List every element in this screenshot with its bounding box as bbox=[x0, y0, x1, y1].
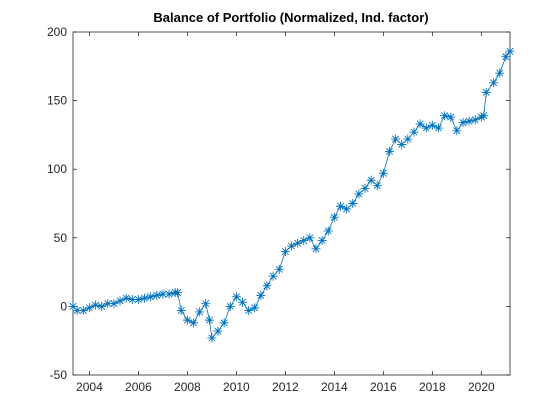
marker bbox=[305, 233, 315, 243]
marker bbox=[464, 116, 474, 126]
marker bbox=[446, 112, 456, 122]
marker bbox=[329, 212, 339, 222]
marker bbox=[470, 115, 480, 125]
marker bbox=[121, 293, 131, 303]
x-tick-label: 2020 bbox=[468, 380, 495, 394]
marker bbox=[256, 290, 266, 300]
marker bbox=[311, 244, 321, 254]
marker bbox=[97, 301, 107, 311]
marker bbox=[244, 306, 254, 316]
marker bbox=[268, 271, 278, 281]
marker bbox=[84, 303, 94, 313]
marker bbox=[152, 290, 162, 300]
marker bbox=[458, 118, 468, 128]
marker bbox=[433, 123, 443, 133]
marker bbox=[127, 295, 137, 305]
marker bbox=[207, 333, 217, 343]
marker bbox=[409, 127, 419, 137]
marker bbox=[140, 293, 150, 303]
marker bbox=[299, 236, 309, 246]
marker bbox=[505, 46, 515, 56]
marker bbox=[176, 306, 186, 316]
chart-title: Balance of Portfolio (Normalized, Ind. f… bbox=[153, 10, 428, 25]
marker bbox=[173, 288, 183, 298]
marker bbox=[342, 204, 352, 214]
marker bbox=[354, 189, 364, 199]
x-tick-label: 2006 bbox=[125, 380, 152, 394]
marker bbox=[250, 303, 260, 313]
x-tick-label: 2010 bbox=[223, 380, 250, 394]
marker bbox=[495, 68, 505, 78]
marker bbox=[366, 175, 376, 185]
marker bbox=[182, 315, 192, 325]
marker bbox=[219, 318, 229, 328]
marker bbox=[293, 238, 303, 248]
marker bbox=[323, 226, 333, 236]
marker bbox=[158, 289, 168, 299]
marker bbox=[103, 299, 113, 309]
marker bbox=[225, 301, 235, 311]
y-tick-label: 50 bbox=[54, 231, 68, 245]
marker bbox=[348, 199, 358, 208]
y-tick-label: -50 bbox=[50, 368, 68, 382]
marker bbox=[378, 168, 388, 178]
marker bbox=[452, 126, 462, 136]
x-tick-label: 2008 bbox=[174, 380, 201, 394]
marker bbox=[384, 146, 394, 156]
x-tick-label: 2012 bbox=[272, 380, 299, 394]
marker bbox=[335, 201, 345, 211]
marker bbox=[476, 112, 486, 122]
marker bbox=[238, 297, 248, 307]
marker bbox=[72, 306, 82, 316]
x-tick-label: 2016 bbox=[370, 380, 397, 394]
marker bbox=[115, 296, 125, 306]
marker bbox=[201, 299, 211, 309]
marker bbox=[204, 315, 214, 325]
marker bbox=[91, 300, 101, 310]
marker bbox=[68, 301, 78, 311]
y-tick-label: 0 bbox=[60, 299, 67, 313]
x-tick-label: 2014 bbox=[321, 380, 348, 394]
marker bbox=[231, 292, 241, 302]
marker bbox=[403, 134, 413, 144]
marker bbox=[280, 247, 290, 257]
y-tick-label: 100 bbox=[47, 162, 67, 176]
plot-area bbox=[72, 31, 511, 376]
marker bbox=[479, 111, 489, 121]
marker bbox=[189, 318, 199, 328]
marker bbox=[164, 289, 174, 299]
marker bbox=[481, 87, 491, 97]
x-tick-label: 2004 bbox=[76, 380, 103, 394]
marker bbox=[109, 299, 119, 309]
marker bbox=[287, 241, 296, 251]
marker bbox=[146, 292, 156, 302]
marker bbox=[262, 281, 272, 291]
marker bbox=[415, 119, 425, 129]
marker bbox=[195, 307, 205, 317]
x-tick-label: 2018 bbox=[419, 380, 446, 394]
marker bbox=[360, 183, 370, 193]
marker bbox=[427, 120, 437, 130]
marker bbox=[391, 134, 401, 144]
marker bbox=[317, 236, 327, 246]
y-tick-label: 200 bbox=[47, 25, 67, 39]
marker bbox=[440, 111, 450, 121]
marker bbox=[397, 140, 407, 150]
marker bbox=[133, 295, 143, 305]
marker bbox=[421, 123, 431, 133]
marker bbox=[274, 264, 284, 274]
marker bbox=[489, 78, 499, 88]
y-tick-label: 150 bbox=[47, 94, 67, 108]
marker bbox=[213, 326, 223, 336]
marker bbox=[372, 181, 382, 191]
marker bbox=[501, 52, 511, 62]
marker bbox=[78, 306, 88, 316]
